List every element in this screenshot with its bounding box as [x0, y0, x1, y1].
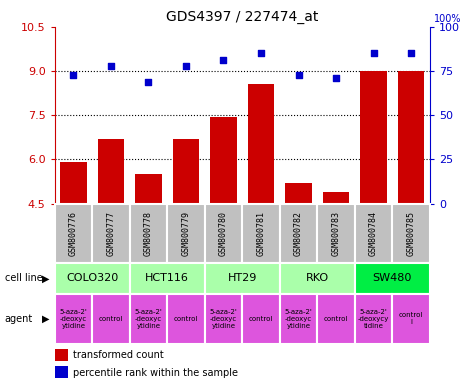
Text: GSM800784: GSM800784 — [369, 211, 378, 256]
Bar — [98, 139, 124, 204]
Text: ▶: ▶ — [42, 314, 50, 324]
Bar — [205, 294, 242, 344]
Text: GSM800785: GSM800785 — [407, 211, 416, 256]
Text: control: control — [174, 316, 198, 322]
Bar — [60, 162, 86, 204]
Bar — [167, 294, 205, 344]
Bar — [280, 294, 317, 344]
Bar — [135, 174, 162, 204]
Text: GSM800780: GSM800780 — [219, 211, 228, 256]
Text: RKO: RKO — [306, 273, 329, 283]
Text: GSM800781: GSM800781 — [256, 211, 266, 256]
Bar — [248, 84, 274, 204]
Bar — [392, 294, 430, 344]
Bar — [130, 294, 167, 344]
Bar — [323, 192, 349, 204]
Bar — [167, 204, 205, 263]
Text: GSM800783: GSM800783 — [332, 211, 341, 256]
Bar — [280, 263, 355, 294]
Point — [144, 79, 152, 85]
Text: control: control — [324, 316, 348, 322]
Point — [407, 50, 415, 56]
Text: percentile rank within the sample: percentile rank within the sample — [73, 367, 238, 377]
Point — [294, 71, 302, 78]
Bar — [205, 204, 242, 263]
Bar — [317, 204, 355, 263]
Point — [332, 75, 340, 81]
Bar — [173, 139, 199, 204]
Bar — [210, 117, 237, 204]
Bar — [55, 263, 130, 294]
Bar — [361, 71, 387, 204]
Text: control
l: control l — [399, 312, 423, 325]
Text: 5-aza-2'
-deoxyc
ytidine: 5-aza-2' -deoxyc ytidine — [134, 309, 162, 329]
Text: HCT116: HCT116 — [145, 273, 189, 283]
Text: transformed count: transformed count — [73, 350, 164, 360]
Text: GSM800776: GSM800776 — [69, 211, 78, 256]
Bar — [55, 294, 92, 344]
Text: HT29: HT29 — [228, 273, 257, 283]
Bar — [55, 204, 92, 263]
Text: GSM800782: GSM800782 — [294, 211, 303, 256]
Text: 100%: 100% — [434, 14, 462, 24]
Bar — [55, 366, 68, 379]
Bar — [55, 349, 68, 361]
Text: 5-aza-2'
-deoxycy
tidine: 5-aza-2' -deoxycy tidine — [358, 309, 390, 329]
Bar — [130, 263, 205, 294]
Point — [219, 57, 227, 63]
Point — [370, 50, 377, 56]
Text: GSM800779: GSM800779 — [181, 211, 190, 256]
Text: SW480: SW480 — [373, 273, 412, 283]
Bar — [130, 204, 167, 263]
Text: 5-aza-2'
-deoxyc
ytidine: 5-aza-2' -deoxyc ytidine — [285, 309, 313, 329]
Bar — [205, 263, 280, 294]
Bar — [355, 204, 392, 263]
Bar — [317, 294, 355, 344]
Text: cell line: cell line — [5, 273, 42, 283]
Bar — [92, 204, 130, 263]
Text: control: control — [249, 316, 273, 322]
Bar — [355, 263, 430, 294]
Point — [107, 63, 115, 69]
Text: 5-aza-2'
-deoxyc
ytidine: 5-aza-2' -deoxyc ytidine — [209, 309, 238, 329]
Text: GSM800778: GSM800778 — [144, 211, 153, 256]
Bar — [242, 294, 280, 344]
Bar — [285, 183, 312, 204]
Bar — [92, 294, 130, 344]
Point — [69, 71, 77, 78]
Text: COLO320: COLO320 — [66, 273, 118, 283]
Text: agent: agent — [5, 314, 33, 324]
Bar — [398, 71, 424, 204]
Point — [257, 50, 265, 56]
Bar — [355, 294, 392, 344]
Bar — [280, 204, 317, 263]
Text: 5-aza-2'
-deoxyc
ytidine: 5-aza-2' -deoxyc ytidine — [59, 309, 87, 329]
Text: control: control — [99, 316, 123, 322]
Title: GDS4397 / 227474_at: GDS4397 / 227474_at — [166, 10, 318, 25]
Text: ▶: ▶ — [42, 273, 50, 283]
Bar — [392, 204, 430, 263]
Text: GSM800777: GSM800777 — [106, 211, 115, 256]
Point — [182, 63, 190, 69]
Bar — [242, 204, 280, 263]
